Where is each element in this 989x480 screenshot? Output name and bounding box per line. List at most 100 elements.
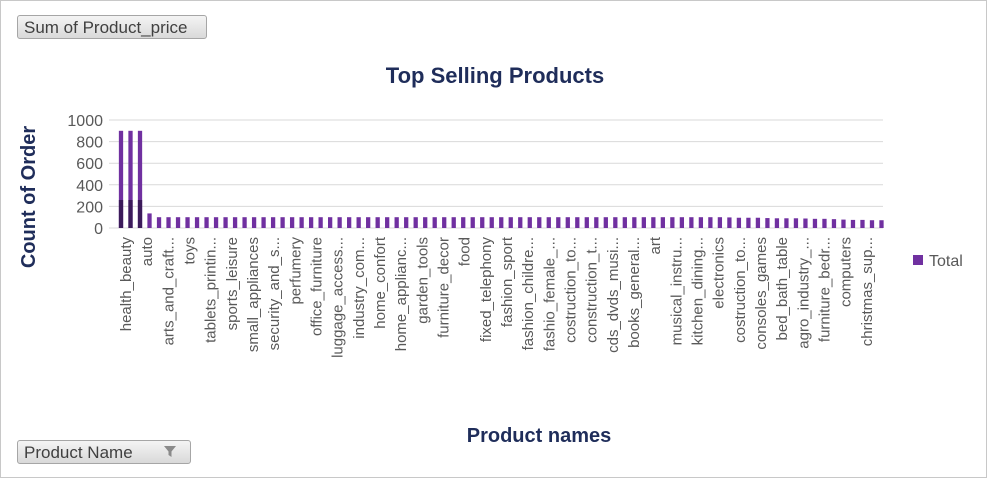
bar bbox=[679, 217, 685, 228]
bar bbox=[185, 217, 190, 228]
x-tick-label: home_confort bbox=[372, 236, 389, 329]
bar bbox=[746, 217, 751, 228]
x-tick-label: christmas_sup... bbox=[859, 237, 876, 346]
bar bbox=[841, 219, 846, 228]
bar bbox=[404, 217, 409, 228]
x-tick-label: office_furniture bbox=[309, 237, 326, 336]
bar bbox=[755, 217, 761, 228]
bar bbox=[156, 217, 162, 228]
bar bbox=[575, 217, 580, 228]
axis-field-label: Product Name bbox=[24, 443, 133, 462]
x-tick-label: auto bbox=[139, 237, 156, 266]
bar-base bbox=[128, 200, 133, 228]
bar bbox=[803, 218, 808, 228]
bar bbox=[308, 217, 314, 228]
bar bbox=[251, 217, 257, 228]
x-tick-label: toys bbox=[182, 237, 199, 265]
x-tick-label: fashio_female_... bbox=[541, 237, 558, 351]
x-tick-label: agro_industry_... bbox=[795, 237, 812, 349]
bar bbox=[774, 218, 780, 228]
bar bbox=[869, 220, 875, 228]
bar bbox=[289, 217, 295, 228]
bar bbox=[442, 217, 447, 228]
bar bbox=[546, 217, 551, 228]
bar bbox=[850, 219, 856, 228]
bar bbox=[347, 217, 352, 228]
x-tick-label: tablets_printin... bbox=[203, 237, 220, 343]
x-tick-label: health_beauty bbox=[118, 237, 135, 332]
bar bbox=[232, 217, 238, 228]
bar bbox=[565, 217, 570, 228]
bar bbox=[137, 130, 143, 228]
x-tick-label: industry_com... bbox=[351, 237, 368, 339]
bars bbox=[118, 130, 884, 228]
y-tick-label: 600 bbox=[76, 156, 103, 173]
bar bbox=[584, 217, 589, 228]
bar bbox=[508, 217, 513, 228]
chart-title: Top Selling Products bbox=[386, 63, 604, 88]
bar bbox=[708, 217, 713, 228]
x-tick-label: garden_tools bbox=[414, 237, 431, 324]
bar bbox=[280, 217, 285, 228]
x-tick-label: fashion_sport bbox=[499, 236, 516, 327]
bar bbox=[423, 217, 428, 228]
x-tick-label: perfumery bbox=[287, 237, 304, 305]
bar bbox=[299, 217, 304, 228]
bar bbox=[527, 217, 532, 228]
bar bbox=[660, 217, 665, 228]
bar bbox=[518, 217, 523, 228]
bar bbox=[118, 130, 124, 228]
bar bbox=[736, 217, 742, 228]
bar bbox=[461, 217, 466, 228]
bar bbox=[689, 217, 694, 228]
x-tick-label: sports_leisure bbox=[224, 237, 241, 330]
bar bbox=[470, 217, 475, 228]
x-tick-label: fashion_childre... bbox=[520, 237, 537, 350]
bar bbox=[860, 219, 865, 228]
legend: Total bbox=[913, 253, 963, 270]
bar bbox=[175, 217, 181, 228]
values-field-button[interactable]: Sum of Product_price bbox=[17, 15, 207, 39]
x-tick-label: construction_t... bbox=[584, 237, 601, 343]
y-tick-label: 400 bbox=[76, 178, 103, 195]
bar bbox=[556, 217, 561, 228]
x-tick-label: costruction_to... bbox=[563, 237, 580, 343]
bar-base bbox=[118, 200, 124, 228]
y-tick-label: 1000 bbox=[67, 113, 103, 130]
bar bbox=[613, 217, 618, 228]
x-tick-label: consoles_games bbox=[753, 237, 770, 350]
x-tick-label: small_appliances bbox=[245, 237, 262, 352]
bar bbox=[717, 217, 723, 228]
bar bbox=[147, 213, 152, 228]
bar bbox=[537, 217, 542, 228]
x-tick-label: furniture_bedr... bbox=[817, 237, 834, 342]
bar bbox=[727, 217, 732, 228]
bar bbox=[318, 217, 323, 228]
bar bbox=[489, 217, 494, 228]
bar bbox=[337, 217, 342, 228]
axis-field-button[interactable]: Product Name bbox=[17, 440, 191, 464]
gridlines bbox=[109, 119, 883, 229]
bar bbox=[261, 217, 266, 228]
y-axis-label: Count of Order bbox=[18, 126, 40, 268]
bar bbox=[242, 217, 247, 228]
bar bbox=[784, 218, 789, 228]
legend-swatch bbox=[913, 255, 923, 265]
x-tick-label: food bbox=[457, 237, 474, 266]
bar bbox=[128, 130, 133, 228]
bar bbox=[622, 217, 627, 228]
x-tick-label: kitchen_dining... bbox=[690, 237, 707, 345]
bar bbox=[204, 217, 209, 228]
bar bbox=[328, 217, 333, 228]
bar bbox=[166, 217, 171, 228]
y-tick-label: 800 bbox=[76, 135, 103, 152]
bar bbox=[213, 217, 219, 228]
x-axis-label: Product names bbox=[467, 425, 611, 447]
bar bbox=[356, 217, 361, 228]
y-tick-label: 200 bbox=[76, 199, 103, 216]
filter-dropdown-icon[interactable] bbox=[162, 444, 178, 460]
bar bbox=[366, 217, 371, 228]
bar bbox=[603, 217, 608, 228]
